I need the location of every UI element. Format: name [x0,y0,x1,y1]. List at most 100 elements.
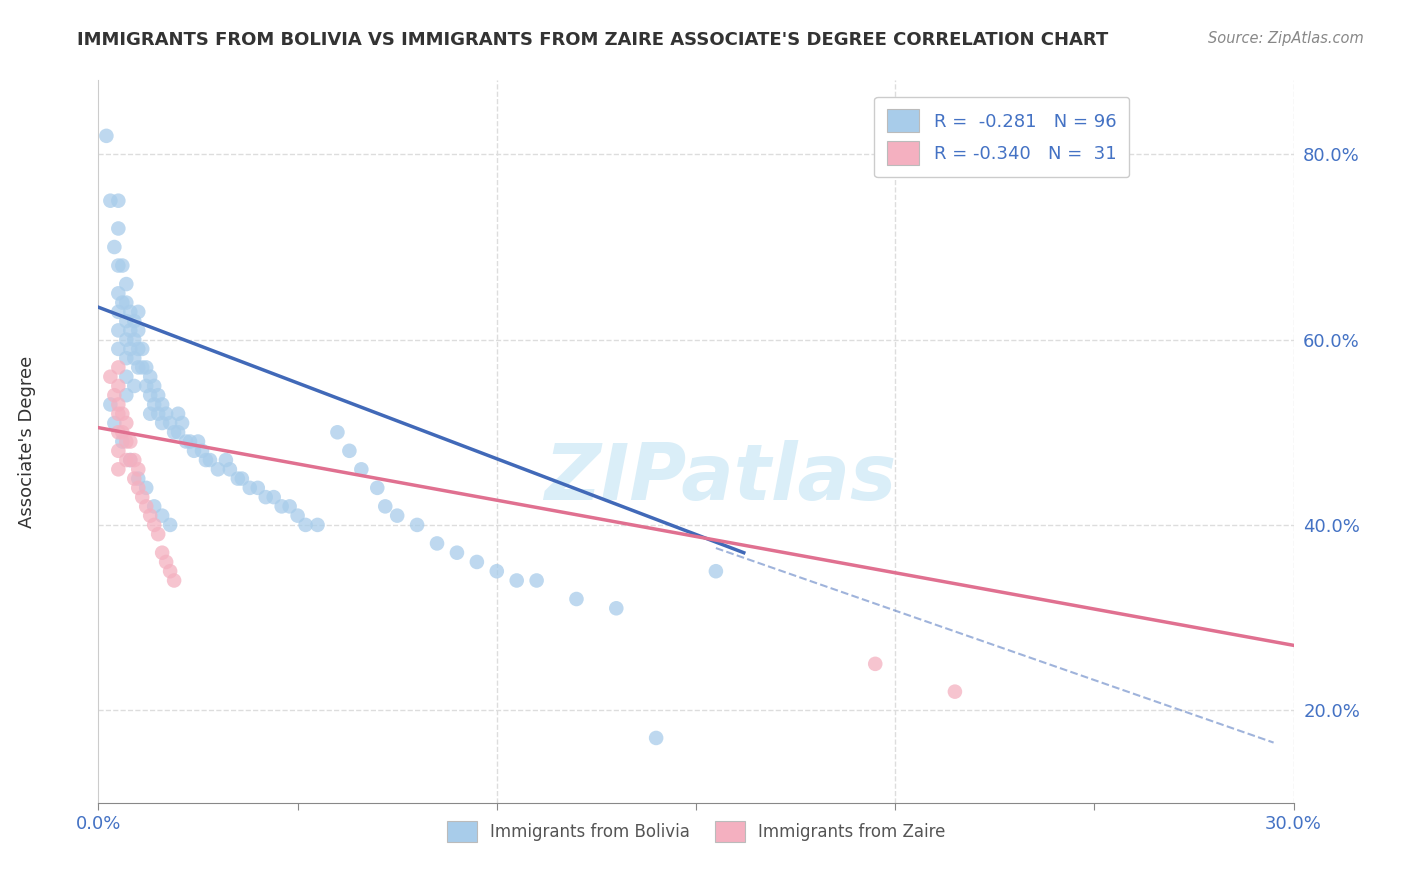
Point [143,500,166,514]
Point [174,434,197,449]
Point [120,305,142,319]
Point [135,481,157,495]
Point [865,657,887,671]
Point [111,295,134,310]
Point [155,407,177,421]
Point [131,342,153,356]
Point [124,333,146,347]
Point [155,555,177,569]
Point [120,453,142,467]
Point [215,453,238,467]
Point [127,342,149,356]
Point [943,684,966,698]
Text: ZIPatlas: ZIPatlas [544,440,896,516]
Point [120,434,142,449]
Point [148,407,170,421]
Point [226,472,249,486]
Point [139,369,162,384]
Point [326,425,349,440]
Point [107,360,129,375]
Point [124,351,146,366]
Text: IMMIGRANTS FROM BOLIVIA VS IMMIGRANTS FROM ZAIRE ASSOCIATE'S DEGREE CORRELATION : IMMIGRANTS FROM BOLIVIA VS IMMIGRANTS FR… [77,31,1108,49]
Point [115,388,138,402]
Point [167,425,190,440]
Point [231,472,253,486]
Point [135,500,157,514]
Point [163,425,186,440]
Point [645,731,668,745]
Point [159,517,181,532]
Point [246,481,269,495]
Point [111,425,134,440]
Point [263,490,285,504]
Point [179,434,201,449]
Point [111,434,134,449]
Point [139,508,162,523]
Point [98,369,122,384]
Point [127,481,149,495]
Point [366,481,388,495]
Point [287,508,309,523]
Point [465,555,488,569]
Point [107,462,129,476]
Point [103,416,125,430]
Point [159,564,181,578]
Point [115,434,138,449]
Point [704,564,727,578]
Point [294,517,316,532]
Point [167,407,190,421]
Point [127,360,149,375]
Point [148,388,170,402]
Point [111,407,134,421]
Point [159,416,181,430]
Point [115,314,138,328]
Point [111,259,134,273]
Point [107,397,129,411]
Point [115,295,138,310]
Point [127,472,149,486]
Point [120,323,142,337]
Point [195,453,218,467]
Point [565,592,588,607]
Y-axis label: Associate's Degree: Associate's Degree [18,355,37,528]
Point [107,425,129,440]
Text: Source: ZipAtlas.com: Source: ZipAtlas.com [1208,31,1364,46]
Point [107,323,129,337]
Point [98,397,122,411]
Point [150,546,173,560]
Point [124,314,146,328]
Point [103,240,125,254]
Point [127,462,149,476]
Point [143,379,166,393]
Point [187,434,209,449]
Point [485,564,508,578]
Point [127,305,149,319]
Point [107,259,129,273]
Point [150,397,173,411]
Point [115,277,138,291]
Point [150,508,173,523]
Point [426,536,449,550]
Point [115,453,138,467]
Point [107,379,129,393]
Point [605,601,627,615]
Point [183,443,205,458]
Point [254,490,277,504]
Point [135,379,157,393]
Point [115,351,138,366]
Point [115,333,138,347]
Point [143,397,166,411]
Point [406,517,429,532]
Point [115,369,138,384]
Point [339,443,361,458]
Point [163,574,186,588]
Point [506,574,529,588]
Point [446,546,468,560]
Point [191,443,214,458]
Legend: Immigrants from Bolivia, Immigrants from Zaire: Immigrants from Bolivia, Immigrants from… [440,814,952,848]
Point [526,574,548,588]
Point [278,500,301,514]
Point [307,517,329,532]
Point [148,527,170,541]
Point [139,407,162,421]
